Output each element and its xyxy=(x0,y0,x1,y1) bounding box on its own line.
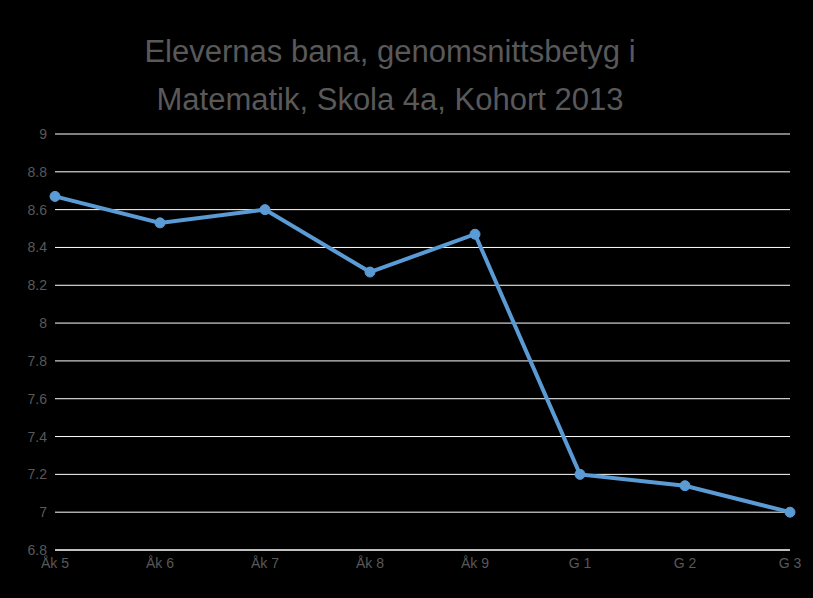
svg-text:8.2: 8.2 xyxy=(28,277,48,293)
svg-text:G 2: G 2 xyxy=(674,555,697,571)
svg-text:7.6: 7.6 xyxy=(28,391,48,407)
svg-text:Åk 6: Åk 6 xyxy=(146,555,174,571)
svg-text:7: 7 xyxy=(39,504,47,520)
svg-text:8.8: 8.8 xyxy=(28,164,48,180)
svg-text:Åk 9: Åk 9 xyxy=(461,555,489,571)
svg-text:Åk 8: Åk 8 xyxy=(356,555,384,571)
svg-text:8.6: 8.6 xyxy=(28,202,48,218)
svg-text:G 1: G 1 xyxy=(569,555,592,571)
svg-text:Åk 7: Åk 7 xyxy=(251,555,279,571)
svg-text:7.2: 7.2 xyxy=(28,466,48,482)
svg-text:7.8: 7.8 xyxy=(28,353,48,369)
html-text:Elevernas bana, genomsnittsbet: Elevernas bana, genomsnittsbetyg i Matem… xyxy=(144,34,636,117)
svg-text:6.8: 6.8 xyxy=(28,542,48,558)
svg-text:9: 9 xyxy=(39,126,47,142)
svg-text:Åk 5: Åk 5 xyxy=(41,554,69,571)
svg-text:8.4: 8.4 xyxy=(28,239,48,255)
svg-text:G 3: G 3 xyxy=(779,555,802,571)
svg-text:8: 8 xyxy=(39,315,47,331)
svg-text:7.4: 7.4 xyxy=(28,429,48,445)
